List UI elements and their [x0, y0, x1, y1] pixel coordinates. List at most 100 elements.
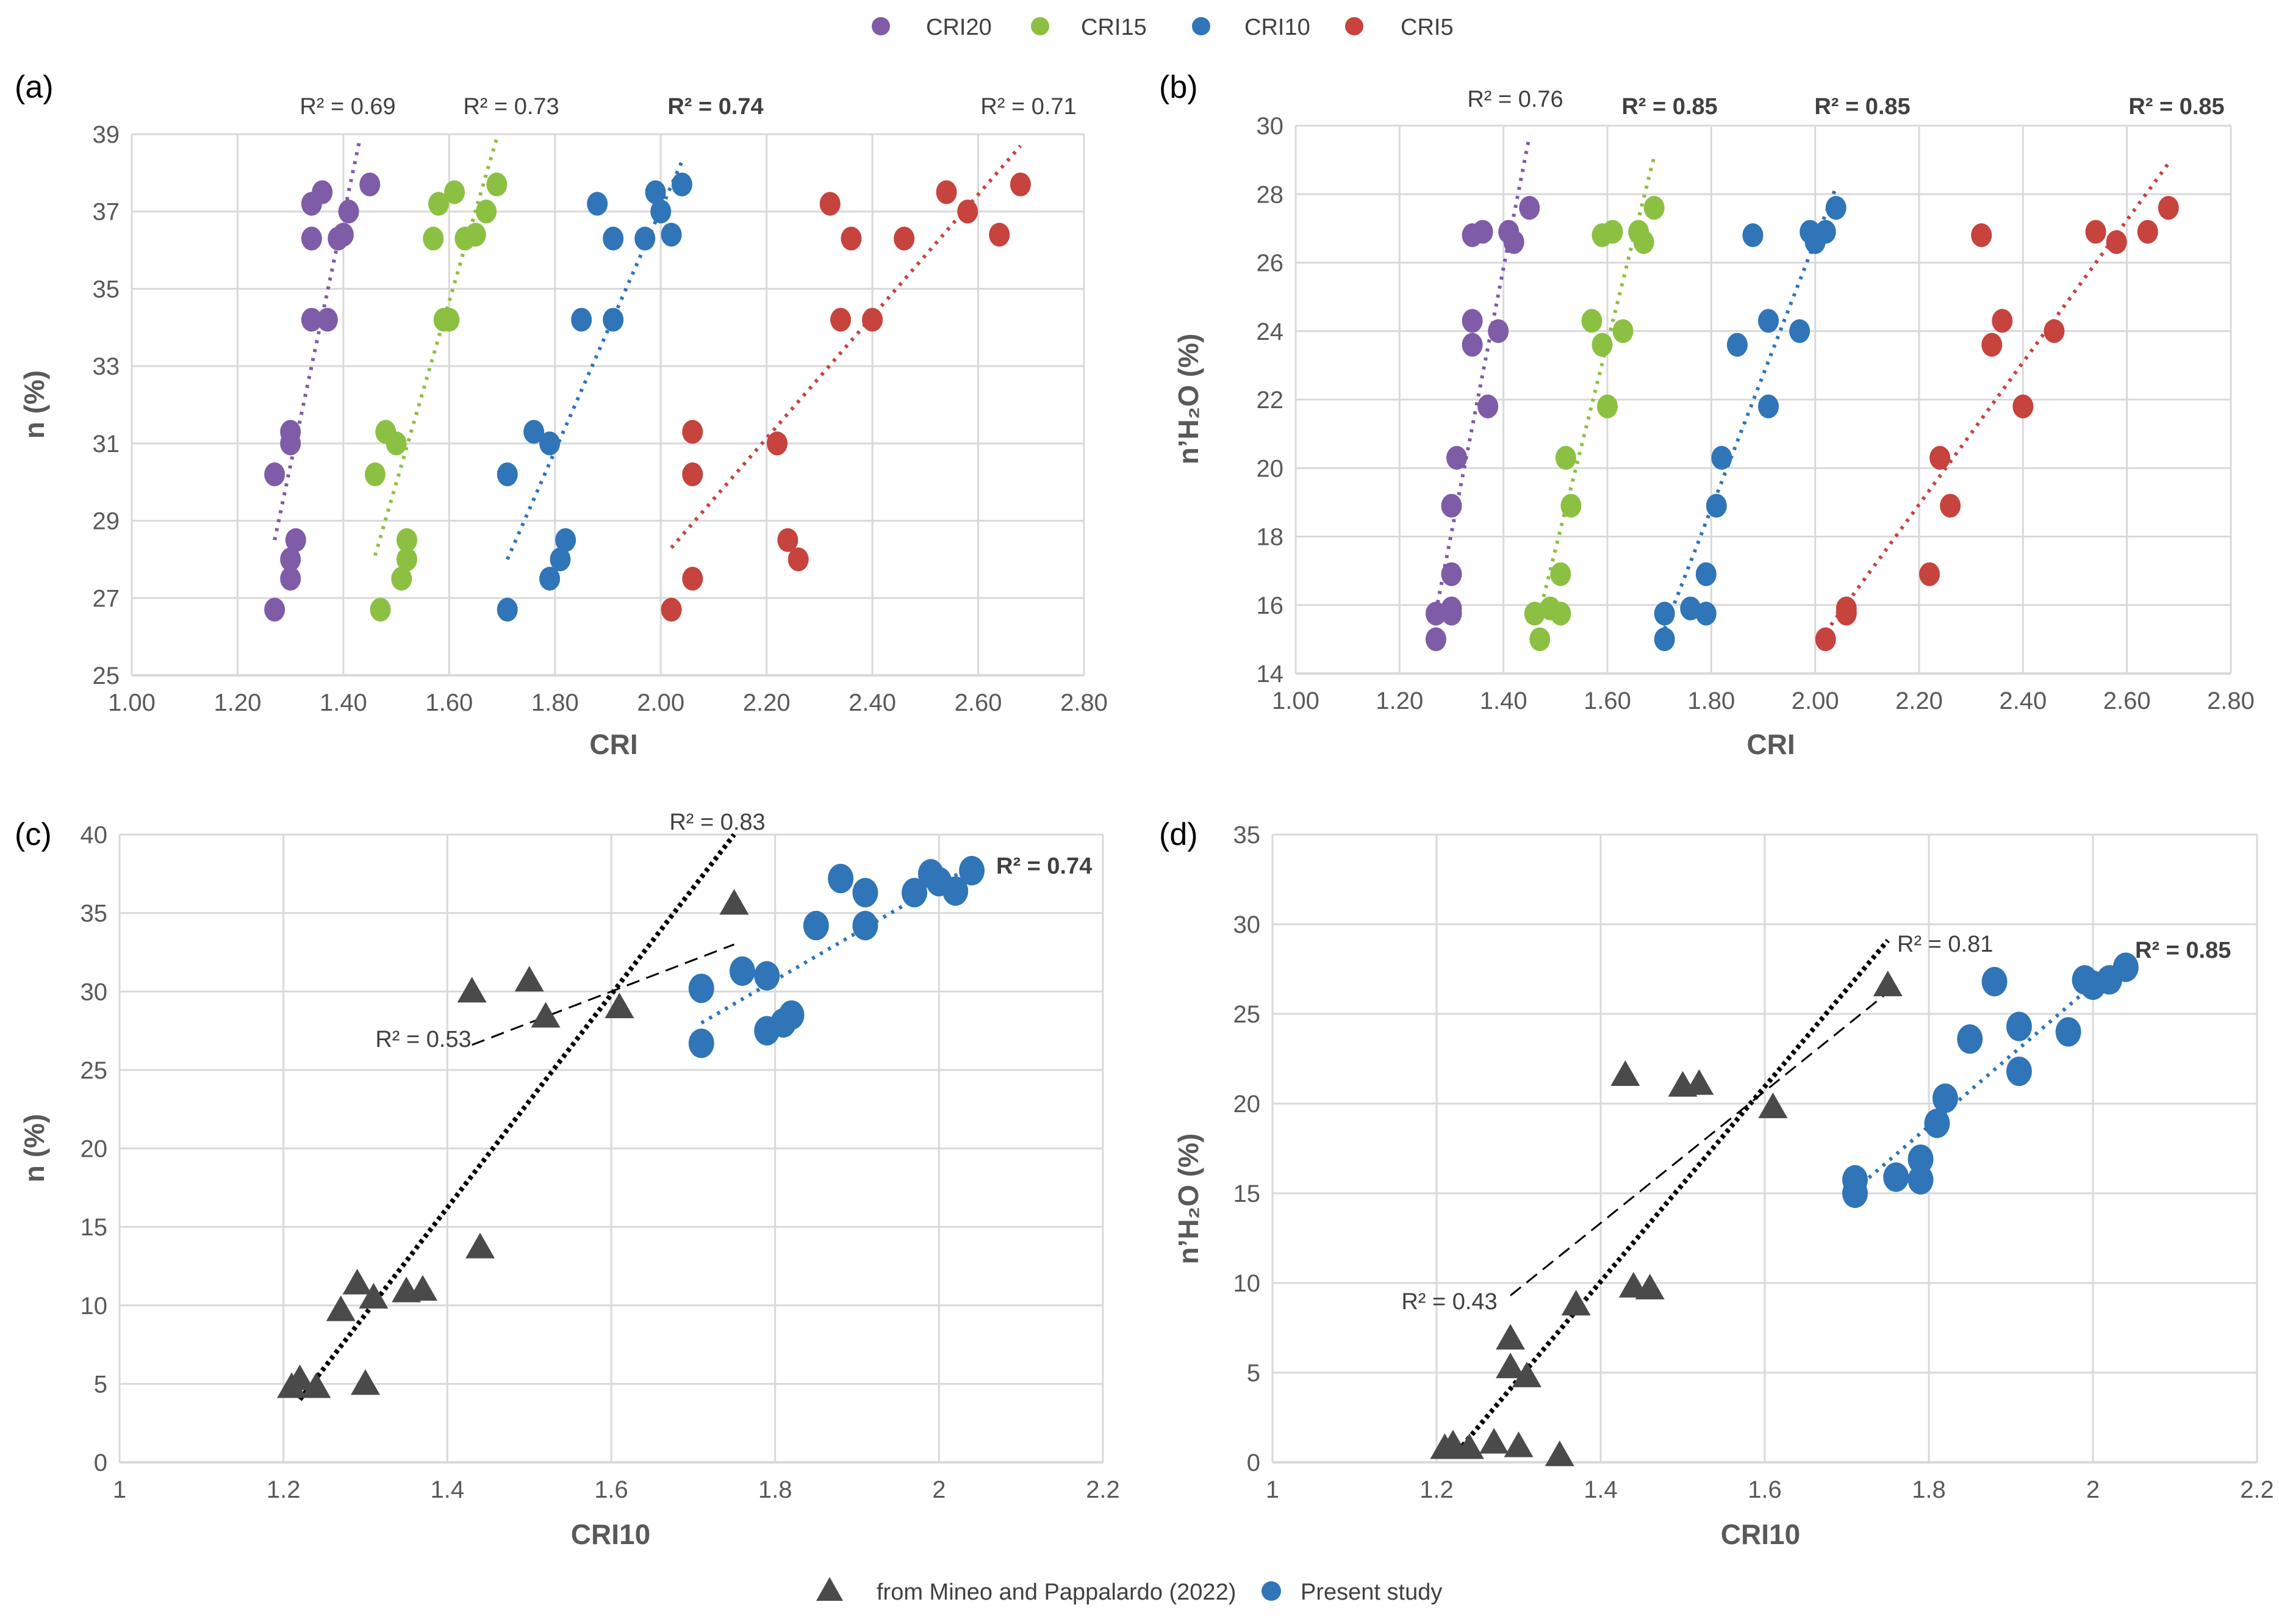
y-tick-label: 28: [1257, 181, 1284, 208]
x-tick-label: 1.80: [531, 689, 579, 716]
data-point: [777, 528, 799, 552]
legend-label-cri5: CRI5: [1401, 15, 1454, 40]
y-tick-label: 14: [1257, 661, 1284, 688]
data-point: [1940, 494, 1961, 518]
data-point-triangle: [1479, 1428, 1509, 1454]
panel-c: 1 1.2 1.4 1.6 1.8 2 2.2 0 5 10 15 20 25 30 35 40 (c) CRI1…: [15, 810, 1120, 1550]
x-tick-label: 1.60: [1584, 688, 1631, 714]
data-point: [634, 226, 656, 251]
data-point: [264, 462, 285, 487]
y-tick-label: 24: [1257, 318, 1284, 345]
data-point: [682, 420, 703, 444]
y-axis-title: n’H₂O (%): [1172, 334, 1204, 465]
data-point: [778, 1000, 805, 1030]
legend-marker-triangle: [816, 1577, 843, 1601]
data-point: [1425, 602, 1446, 626]
y-tick-label: 30: [81, 979, 108, 1005]
data-point: [688, 1028, 714, 1058]
data-point: [688, 973, 714, 1004]
y-axis-title: n (%): [18, 1114, 50, 1182]
data-point: [1643, 196, 1665, 220]
data-point: [1441, 562, 1462, 586]
r-squared-label-dashed: R² = 0.53: [375, 1027, 471, 1052]
x-tick-label: 2.80: [1060, 689, 1108, 716]
data-point: [1695, 602, 1717, 626]
data-point: [989, 223, 1010, 247]
data-point: [1929, 445, 1951, 470]
panel-label: (b): [1159, 70, 1198, 105]
data-point: [370, 597, 391, 622]
x-tick-label: 1.80: [1687, 688, 1735, 714]
data-point: [1932, 1083, 1958, 1113]
data-point: [396, 547, 417, 572]
x-tick-label: 2.60: [2103, 688, 2151, 714]
y-tick-label: 40: [81, 822, 108, 849]
data-point: [2006, 1056, 2032, 1087]
x-axis-title: CRI10: [1721, 1518, 1800, 1550]
data-point: [428, 192, 449, 216]
data-point-triangle: [285, 1364, 315, 1390]
data-point: [1628, 220, 1649, 244]
data-point: [550, 547, 571, 572]
data-point: [1726, 332, 1748, 357]
y-tick-label: 0: [1247, 1450, 1260, 1476]
data-point: [476, 199, 497, 224]
x-tick-label: 1.00: [108, 689, 156, 716]
data-point: [902, 878, 928, 908]
data-point: [1441, 494, 1462, 518]
data-point-triangle: [465, 1232, 495, 1259]
legend-label-cri10: CRI10: [1244, 15, 1310, 40]
data-point: [1462, 332, 1483, 357]
data-point: [852, 878, 878, 908]
x-tick-label: 2: [2086, 1476, 2100, 1503]
y-tick-label: 15: [81, 1214, 108, 1241]
trendline-dashed: [472, 943, 735, 1046]
legend-label-literature: from Mineo and Pappalardo (2022): [877, 1579, 1236, 1605]
panel-d: 1 1.2 1.4 1.6 1.8 2 2.2 0 5 10 15 20 25 30 35 (d) CRI10 n…: [1159, 817, 2274, 1550]
data-point-triangle: [359, 1282, 389, 1309]
y-axis-title: n (%): [18, 370, 50, 439]
data-point: [555, 528, 576, 552]
data-point: [332, 223, 354, 247]
data-point-triangle: [605, 992, 634, 1018]
data-point: [1815, 627, 1836, 652]
data-point: [917, 859, 944, 889]
r-squared-label: R² = 0.73: [463, 94, 559, 120]
data-point: [1706, 494, 1727, 518]
data-point: [852, 911, 878, 941]
data-point: [959, 856, 985, 886]
x-tick-label: 2.60: [955, 689, 1002, 716]
data-point: [391, 567, 412, 591]
y-tick-label: 30: [1257, 113, 1284, 140]
y-tick-label: 26: [1257, 250, 1284, 277]
x-tick-label: 2.20: [743, 689, 791, 716]
data-point: [2012, 394, 2034, 419]
r-squared-label: R² = 0.85: [1814, 94, 1910, 120]
data-point: [312, 180, 333, 204]
data-point: [301, 226, 322, 251]
y-tick-label: 33: [93, 353, 120, 380]
data-point: [280, 420, 301, 444]
data-point: [285, 528, 306, 552]
panel-label: (a): [15, 70, 54, 105]
y-tick-label: 30: [1233, 911, 1261, 938]
y-tick-label: 35: [1233, 822, 1261, 849]
data-point: [2158, 196, 2179, 220]
data-point: [1836, 596, 1857, 620]
y-tick-label: 31: [93, 431, 120, 458]
data-point-triangle: [1454, 1433, 1484, 1459]
y-tick-label: 22: [1257, 387, 1284, 414]
data-point: [1825, 196, 1847, 220]
data-point: [650, 199, 672, 224]
data-point: [486, 172, 508, 196]
legend-top: CRI20 CRI15 CRI10 CRI5: [872, 15, 1454, 40]
data-point: [423, 226, 444, 251]
series-cri10: R² = 0.85: [1654, 94, 1911, 652]
y-tick-label: 5: [94, 1371, 107, 1398]
data-point: [894, 226, 915, 251]
x-axis-title: CRI: [1746, 728, 1795, 760]
data-point: [497, 462, 518, 487]
data-point-triangle: [1496, 1353, 1526, 1379]
x-tick-label: 2.2: [2240, 1476, 2274, 1503]
